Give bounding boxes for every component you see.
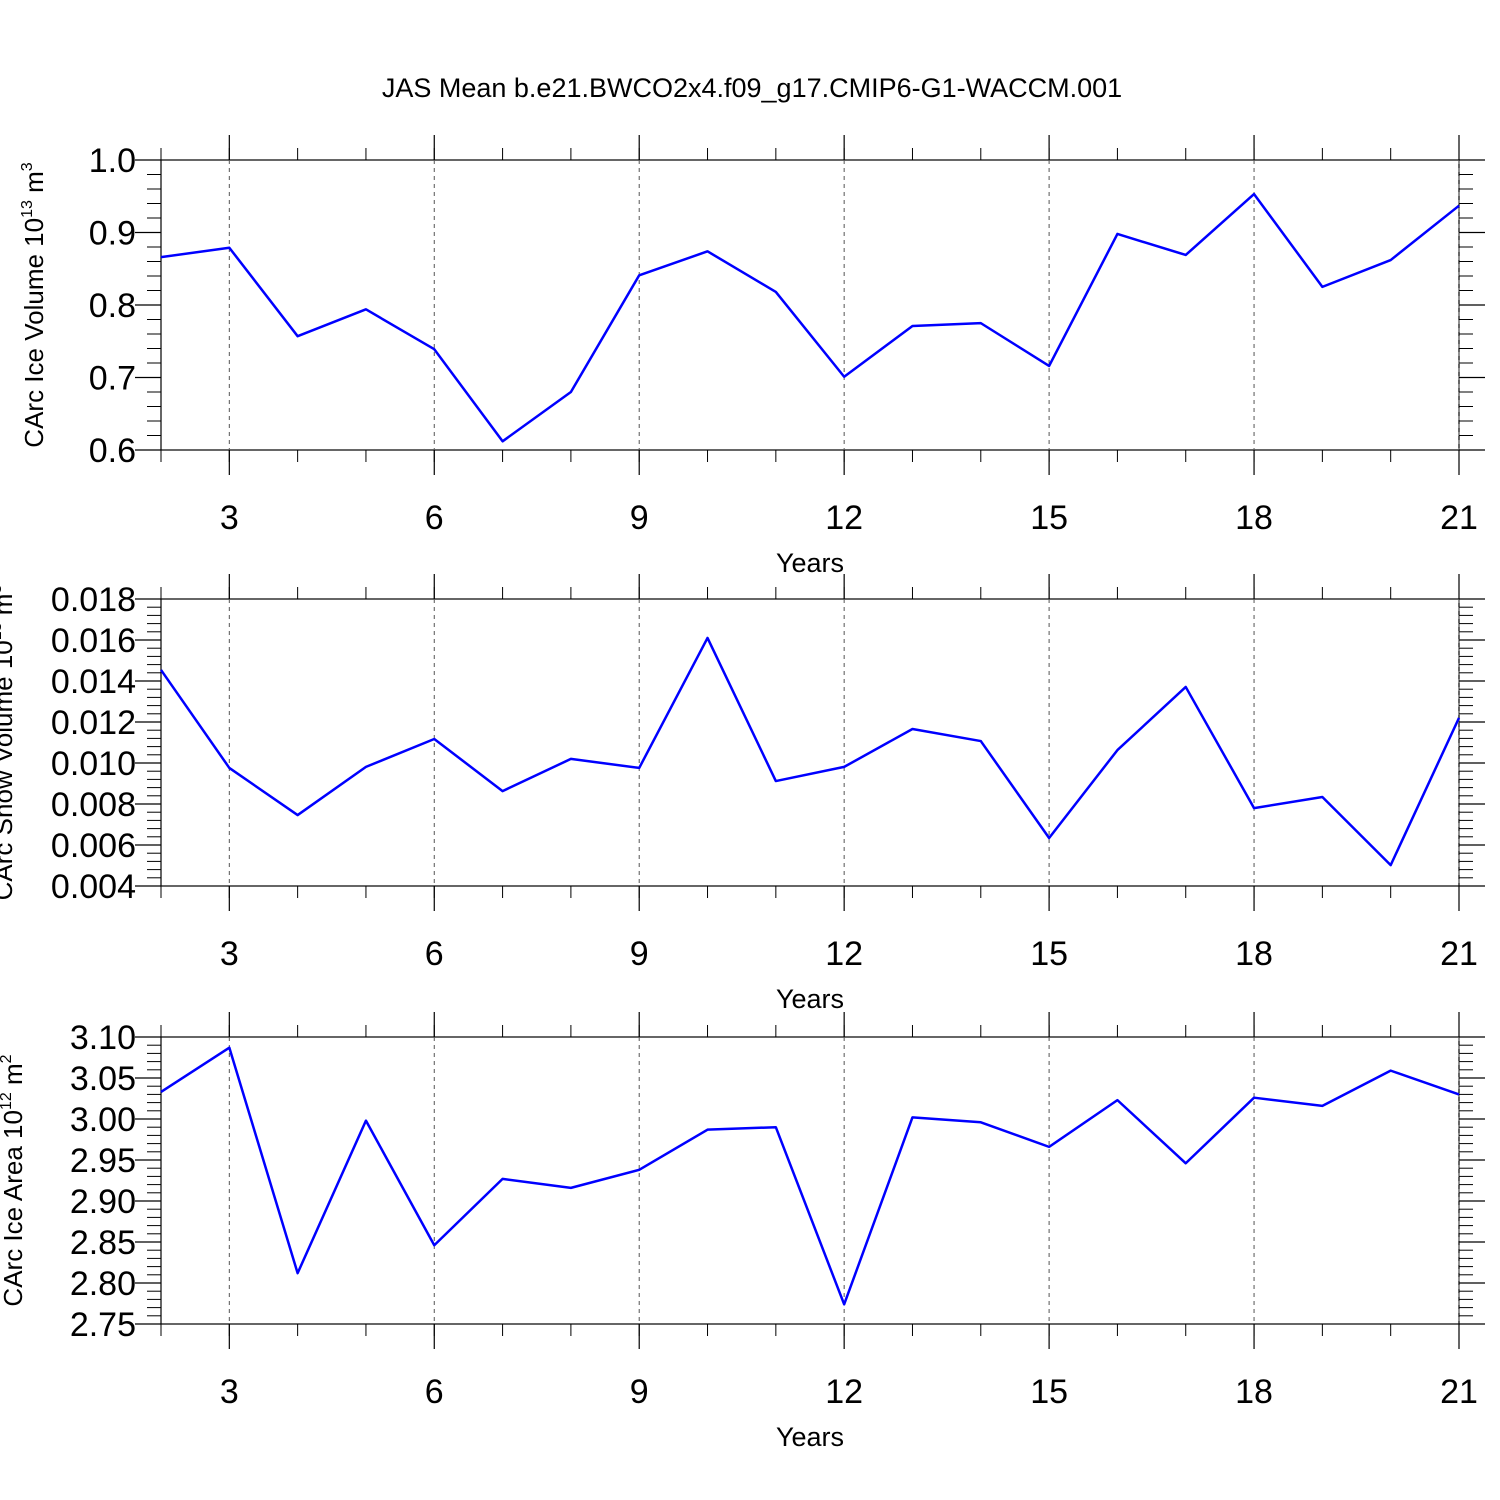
y-tick-label: 3.00 bbox=[70, 1101, 136, 1139]
y-label-exp: 12 bbox=[0, 1092, 15, 1110]
y-tick-label: 0.014 bbox=[51, 663, 136, 701]
y-tick-label: 0.016 bbox=[51, 622, 136, 660]
x-tick-label: 6 bbox=[425, 935, 444, 973]
y-label-exp: 13 bbox=[0, 622, 5, 640]
y-tick-label: 0.008 bbox=[51, 786, 136, 824]
x-tick-label: 21 bbox=[1440, 499, 1478, 537]
x-tick-label: 9 bbox=[630, 1373, 649, 1411]
plot-frame bbox=[160, 598, 1460, 887]
y-label-text: CArc Ice Area 10 bbox=[0, 1110, 28, 1307]
y-tick-label: 0.9 bbox=[89, 215, 136, 253]
y-tick-label: 0.8 bbox=[89, 287, 136, 325]
x-axis-label: Years bbox=[776, 1422, 844, 1452]
y-axis-label: CArc Ice Volume 1013 m3 bbox=[19, 162, 49, 447]
x-tick-label: 6 bbox=[425, 1373, 444, 1411]
x-tick-label: 21 bbox=[1440, 935, 1478, 973]
x-axis-label: Years bbox=[776, 984, 844, 1014]
y-tick-label: 0.006 bbox=[51, 827, 136, 865]
plot-frame bbox=[160, 159, 1460, 451]
y-tick-label: 1.0 bbox=[89, 142, 136, 180]
y-tick-label: 3.05 bbox=[70, 1060, 136, 1098]
y-label-unit-exp: 3 bbox=[0, 585, 5, 594]
x-tick-label: 18 bbox=[1235, 499, 1273, 537]
x-tick-label: 18 bbox=[1235, 935, 1273, 973]
x-tick-label: 12 bbox=[825, 935, 863, 973]
y-tick-label: 0.7 bbox=[89, 360, 136, 398]
y-axis-label: CArc Ice Area 1012 m2 bbox=[0, 1054, 28, 1306]
y-label-unit: m bbox=[0, 1063, 28, 1092]
y-label-unit-exp: 2 bbox=[0, 1054, 15, 1063]
x-tick-label: 15 bbox=[1030, 499, 1068, 537]
y-label-group: CArc Ice Volume 1013 m3 bbox=[19, 162, 49, 447]
plot-frame bbox=[160, 1036, 1460, 1325]
y-tick-label: 3.10 bbox=[70, 1019, 136, 1057]
x-tick-label: 15 bbox=[1030, 1373, 1068, 1411]
data-line bbox=[160, 1046, 1460, 1306]
x-tick-label: 9 bbox=[630, 499, 649, 537]
x-axis-label: Years bbox=[776, 548, 844, 578]
x-tick-label: 6 bbox=[425, 499, 444, 537]
y-label-unit: m bbox=[19, 171, 49, 200]
y-label-group: CArc Ice Area 1012 m2 bbox=[0, 1054, 28, 1306]
x-tick-label: 3 bbox=[220, 499, 239, 537]
data-line bbox=[160, 192, 1460, 443]
x-tick-label: 15 bbox=[1030, 935, 1068, 973]
y-tick-label: 2.80 bbox=[70, 1265, 136, 1303]
y-tick-label: 2.85 bbox=[70, 1224, 136, 1262]
x-tick-label: 12 bbox=[825, 499, 863, 537]
y-label-group: CArc Snow Volume 1013 m3 bbox=[0, 585, 18, 901]
data-line bbox=[159, 636, 1461, 867]
x-tick-label: 12 bbox=[825, 1373, 863, 1411]
y-tick-label: 0.004 bbox=[51, 868, 136, 906]
y-tick-label: 0.018 bbox=[51, 581, 136, 619]
y-tick-label: 2.75 bbox=[70, 1306, 136, 1344]
x-tick-label: 18 bbox=[1235, 1373, 1273, 1411]
y-tick-label: 2.95 bbox=[70, 1142, 136, 1180]
y-axis-label: CArc Snow Volume 1013 m3 bbox=[0, 585, 18, 901]
y-tick-label: 2.90 bbox=[70, 1183, 136, 1221]
x-tick-label: 9 bbox=[630, 935, 649, 973]
chart-title: JAS Mean b.e21.BWCO2x4.f09_g17.CMIP6-G1-… bbox=[382, 73, 1122, 103]
y-label-unit-exp: 3 bbox=[19, 162, 36, 171]
x-tick-label: 3 bbox=[220, 935, 239, 973]
y-label-text: CArc Snow Volume 10 bbox=[0, 640, 18, 900]
y-tick-label: 0.6 bbox=[89, 432, 136, 470]
y-tick-label: 0.010 bbox=[51, 745, 136, 783]
y-label-text: CArc Ice Volume 10 bbox=[19, 218, 49, 448]
y-tick-label: 0.012 bbox=[51, 704, 136, 742]
x-tick-label: 21 bbox=[1440, 1373, 1478, 1411]
y-label-unit: m bbox=[0, 594, 18, 623]
y-label-exp: 13 bbox=[19, 200, 36, 218]
x-tick-label: 3 bbox=[220, 1373, 239, 1411]
